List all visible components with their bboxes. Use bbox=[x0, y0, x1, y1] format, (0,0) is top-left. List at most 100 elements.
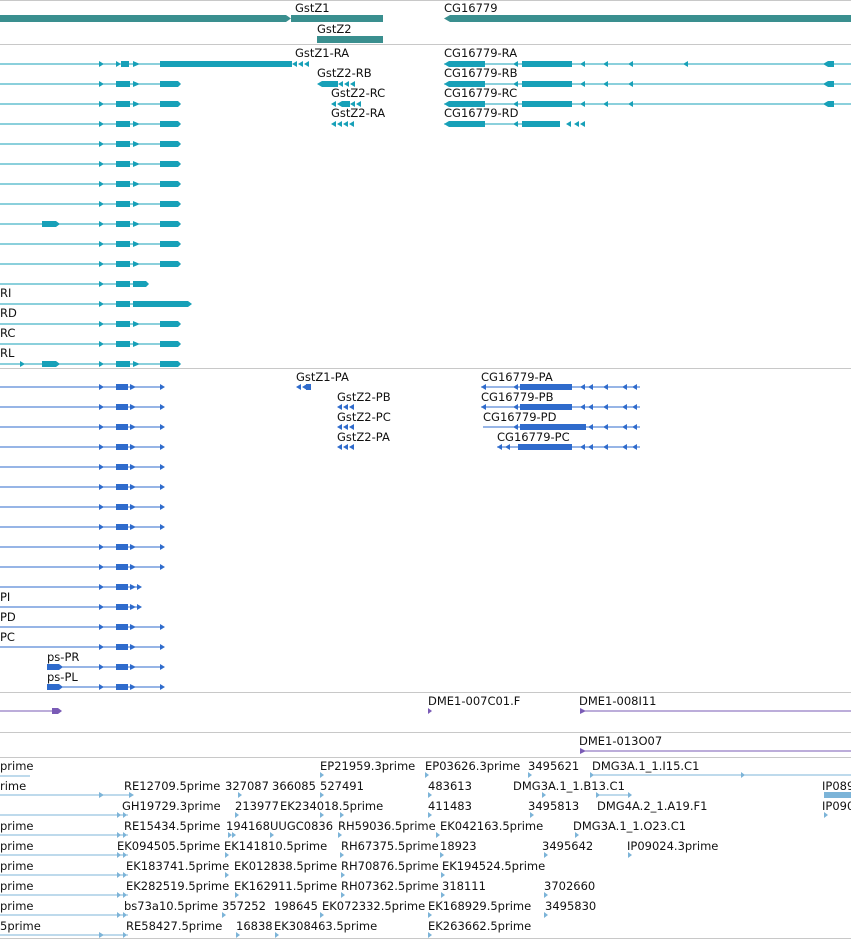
est-label[interactable]: IP090 bbox=[822, 799, 851, 813]
protein-label[interactable]: CG16779-PC bbox=[497, 430, 570, 444]
protein-label[interactable]: CG16779-PA bbox=[481, 370, 553, 384]
est-label[interactable]: EK263662.5prime bbox=[428, 919, 532, 933]
est-label[interactable]: prime bbox=[0, 899, 34, 913]
est-label[interactable]: DMG3A.1_1.B13.C1 bbox=[513, 779, 625, 793]
est-label[interactable]: EK162911.5prime bbox=[234, 879, 338, 893]
transcript-glyphs[interactable] bbox=[0, 45, 851, 368]
est-label[interactable]: RH70876.5prime bbox=[341, 859, 439, 873]
gene-label[interactable]: GstZ2 bbox=[317, 22, 352, 36]
est-label[interactable]: 198645 bbox=[274, 899, 318, 913]
est-label[interactable]: IP089 bbox=[822, 779, 851, 793]
transcript-label[interactable]: RD bbox=[0, 306, 17, 320]
est-label[interactable]: prime bbox=[0, 759, 34, 773]
est-label[interactable]: 5prime bbox=[0, 919, 41, 933]
est-label[interactable]: EK308463.5prime bbox=[274, 919, 378, 933]
gene-feature-gstz1[interactable]: GstZ1 bbox=[0, 0, 851, 22]
est-label[interactable]: UUGC0836 bbox=[270, 819, 334, 833]
transcript-label[interactable]: RL bbox=[0, 346, 15, 360]
transcript-label[interactable]: RC bbox=[0, 326, 16, 340]
est-label[interactable]: 3702660 bbox=[544, 879, 596, 893]
transcript-label[interactable]: CG16779-RD bbox=[444, 106, 519, 120]
est-label[interactable]: DMG4A.2_1.A19.F1 bbox=[597, 799, 708, 813]
protein-label[interactable]: PI bbox=[0, 590, 11, 604]
est-label[interactable]: DMG3A.1_1.I15.C1 bbox=[592, 759, 700, 773]
est-label[interactable]: prime bbox=[0, 879, 34, 893]
protein-label[interactable]: PC bbox=[0, 630, 15, 644]
est-label[interactable]: prime bbox=[0, 819, 34, 833]
protein-label[interactable]: GstZ2-PA bbox=[337, 430, 390, 444]
est-label[interactable]: rime bbox=[0, 779, 27, 793]
est-label[interactable]: EK168929.5prime bbox=[428, 899, 532, 913]
est-label[interactable]: 18923 bbox=[440, 839, 477, 853]
est-label[interactable]: EK141810.5prime bbox=[224, 839, 328, 853]
est-label[interactable]: 357252 bbox=[222, 899, 266, 913]
est-glyphs[interactable] bbox=[0, 758, 851, 938]
est-label[interactable]: GH19729.3prime bbox=[122, 799, 221, 813]
est-label[interactable]: EP21959.3prime bbox=[320, 759, 416, 773]
est-label[interactable]: 411483 bbox=[428, 799, 472, 813]
protein-glyphs[interactable] bbox=[0, 369, 851, 692]
est-label[interactable]: prime bbox=[0, 839, 34, 853]
clone-label[interactable]: DME1-008I11 bbox=[579, 694, 657, 708]
est-label[interactable]: 366085 bbox=[272, 779, 316, 793]
est-label[interactable]: 194168 bbox=[226, 819, 270, 833]
protein-label[interactable]: ps-PL bbox=[47, 670, 78, 684]
est-label[interactable]: RE15434.5prime bbox=[124, 819, 221, 833]
est-label[interactable]: EP03626.3prime bbox=[425, 759, 521, 773]
transcript-label[interactable]: CG16779-RB bbox=[444, 66, 518, 80]
est-label[interactable]: RH67375.5prime bbox=[341, 839, 439, 853]
est-label[interactable]: RH07362.5prime bbox=[341, 879, 439, 893]
protein-label[interactable]: PD bbox=[0, 610, 16, 624]
est-label[interactable]: EK194524.5prime bbox=[442, 859, 546, 873]
est-label[interactable]: EK012838.5prime bbox=[234, 859, 338, 873]
transcript-label[interactable]: GstZ2-RC bbox=[331, 86, 386, 100]
clone-label[interactable]: DME1-007C01.F bbox=[428, 694, 521, 708]
transcript-label[interactable]: GstZ2-RB bbox=[317, 66, 372, 80]
est-label[interactable]: IP09024.3prime bbox=[627, 839, 719, 853]
est-label[interactable]: RE12709.5prime bbox=[124, 779, 221, 793]
transcript-label[interactable]: CG16779-RA bbox=[444, 46, 518, 60]
gene-label[interactable]: GstZ1 bbox=[295, 1, 330, 15]
clone-glyphs[interactable] bbox=[0, 693, 851, 757]
protein-label[interactable]: GstZ2-PB bbox=[337, 390, 391, 404]
est-label[interactable]: prime bbox=[0, 859, 34, 873]
est-label[interactable]: RH59036.5prime bbox=[338, 819, 436, 833]
cg16779-rc-glyph bbox=[444, 101, 851, 107]
est-label[interactable]: EK183741.5prime bbox=[126, 859, 230, 873]
cg16779-pb-glyph bbox=[481, 404, 640, 410]
est-label[interactable]: 213977 bbox=[235, 799, 279, 813]
est-label[interactable]: 3495642 bbox=[542, 839, 594, 853]
est-label[interactable]: RE58427.5prime bbox=[126, 919, 223, 933]
gene-label[interactable]: CG16779 bbox=[444, 1, 498, 15]
est-label[interactable]: EK094505.5prime bbox=[117, 839, 221, 853]
est-label[interactable]: 3495830 bbox=[545, 899, 597, 913]
gene-feature-cg16779[interactable]: CG16779 bbox=[0, 0, 851, 22]
protein-label[interactable]: CG16779-PB bbox=[481, 390, 554, 404]
est-label[interactable]: 527491 bbox=[320, 779, 364, 793]
est-label[interactable]: 327087 bbox=[225, 779, 269, 793]
est-label[interactable]: 3495621 bbox=[528, 759, 580, 773]
transcript-label[interactable]: GstZ1-RA bbox=[295, 46, 350, 60]
protein-label[interactable]: ps-PR bbox=[47, 650, 80, 664]
transcript-label[interactable]: RI bbox=[0, 286, 12, 300]
est-label[interactable]: 3495813 bbox=[528, 799, 580, 813]
est-label[interactable]: 318111 bbox=[442, 879, 486, 893]
est-label[interactable]: DMG3A.1_1.O23.C1 bbox=[573, 819, 687, 833]
clone-label[interactable]: DME1-013O07 bbox=[579, 734, 663, 748]
protein-label[interactable]: GstZ1-PA bbox=[296, 370, 349, 384]
protein-label[interactable]: CG16779-PD bbox=[483, 410, 557, 424]
transcript-row-rc bbox=[0, 321, 181, 327]
est-label[interactable]: 483613 bbox=[428, 779, 472, 793]
est-label[interactable]: EK072332.5prime bbox=[322, 899, 426, 913]
clone-008i11-glyph bbox=[580, 708, 851, 714]
est-label[interactable]: EK042163.5prime bbox=[440, 819, 544, 833]
protein-label[interactable]: GstZ2-PC bbox=[337, 410, 391, 424]
est-label[interactable]: EK282519.5prime bbox=[126, 879, 230, 893]
est-label[interactable]: bs73a10.5prime bbox=[124, 899, 219, 913]
est-label[interactable]: 16838 bbox=[236, 919, 273, 933]
transcript-label[interactable]: GstZ2-RA bbox=[331, 106, 386, 120]
gene-feature-gstz2[interactable]: GstZ2 bbox=[0, 0, 851, 43]
transcript-label[interactable]: CG16779-RC bbox=[444, 86, 518, 100]
est-label[interactable]: EK234018.5prime bbox=[280, 799, 384, 813]
